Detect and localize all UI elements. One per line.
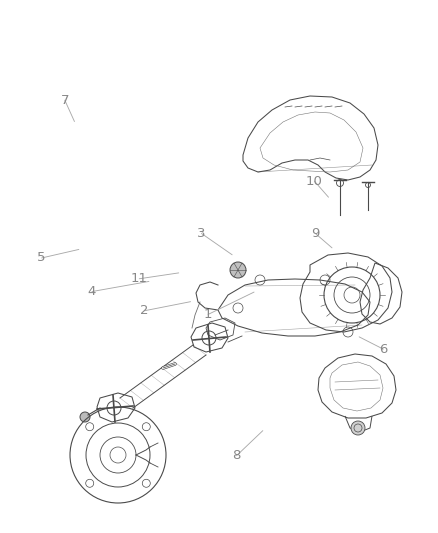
Text: 9: 9 (311, 227, 320, 240)
Text: 11: 11 (131, 272, 148, 285)
Text: 1: 1 (204, 308, 212, 321)
Text: 8: 8 (232, 449, 241, 462)
Text: 2: 2 (140, 304, 149, 317)
Text: 6: 6 (379, 343, 388, 356)
Text: 3: 3 (197, 227, 206, 240)
Text: 5: 5 (37, 252, 46, 264)
Text: 7: 7 (60, 94, 69, 107)
Circle shape (351, 421, 365, 435)
Circle shape (80, 412, 90, 422)
Circle shape (230, 262, 246, 278)
Text: 4: 4 (88, 285, 96, 298)
Text: 10: 10 (306, 175, 323, 188)
